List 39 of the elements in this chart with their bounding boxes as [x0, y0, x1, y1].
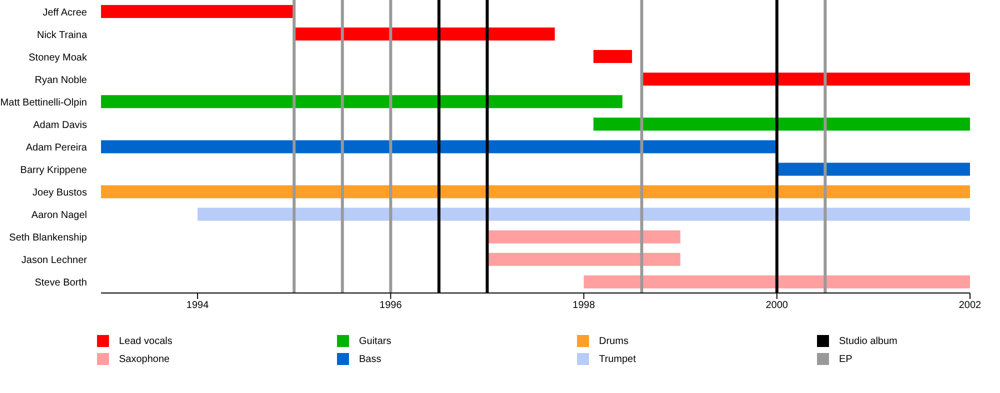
legend-label: Saxophone — [119, 354, 170, 364]
y-tick-label: Stoney Moak — [28, 52, 88, 64]
y-tick-label: Barry Krippene — [20, 165, 88, 176]
y-tick-label: Ryan Noble — [34, 74, 88, 86]
bar — [487, 252, 680, 266]
bar — [198, 208, 970, 221]
legend-label: Studio album — [839, 336, 898, 346]
y-tick-label: Joey Bustos — [32, 188, 87, 199]
y-tick-label: Aaron Nagel — [31, 210, 87, 222]
legend-label: Drums — [599, 336, 628, 346]
bar — [101, 140, 777, 154]
bar — [294, 27, 555, 40]
y-tick-label: Adam Davis — [33, 120, 87, 131]
bar — [487, 230, 680, 244]
bar — [101, 185, 970, 198]
y-tick-label: Seth Blankenship — [9, 232, 88, 244]
y-tick-label: Jeff Acree — [42, 7, 88, 18]
legend-label: Guitars — [359, 336, 392, 346]
legend-label: Lead vocals — [119, 336, 172, 346]
y-tick-label: Nick Traina — [36, 30, 88, 41]
x-tick-label: 1996 — [380, 300, 402, 312]
legend-label: Bass — [359, 354, 382, 364]
y-tick-label: Jason Lechner — [21, 255, 88, 266]
x-tick-label: 1994 — [186, 300, 210, 312]
x-tick-label: 1998 — [572, 300, 596, 312]
x-tick-label: 2002 — [958, 300, 982, 312]
bar — [101, 95, 622, 108]
legend-label: Trumpet — [599, 354, 636, 364]
bar — [776, 162, 970, 176]
y-tick-label: Steve Borth — [34, 278, 87, 289]
bar — [584, 275, 970, 288]
legend-label: EP — [839, 354, 852, 364]
bar — [642, 72, 970, 86]
bar — [593, 118, 970, 131]
y-tick-label: Matt Bettinelli-Olpin — [0, 97, 87, 108]
bar — [593, 50, 632, 64]
y-tick-label: Adam Pereira — [26, 142, 88, 154]
x-tick-label: 2000 — [766, 300, 788, 312]
bar — [101, 4, 294, 18]
